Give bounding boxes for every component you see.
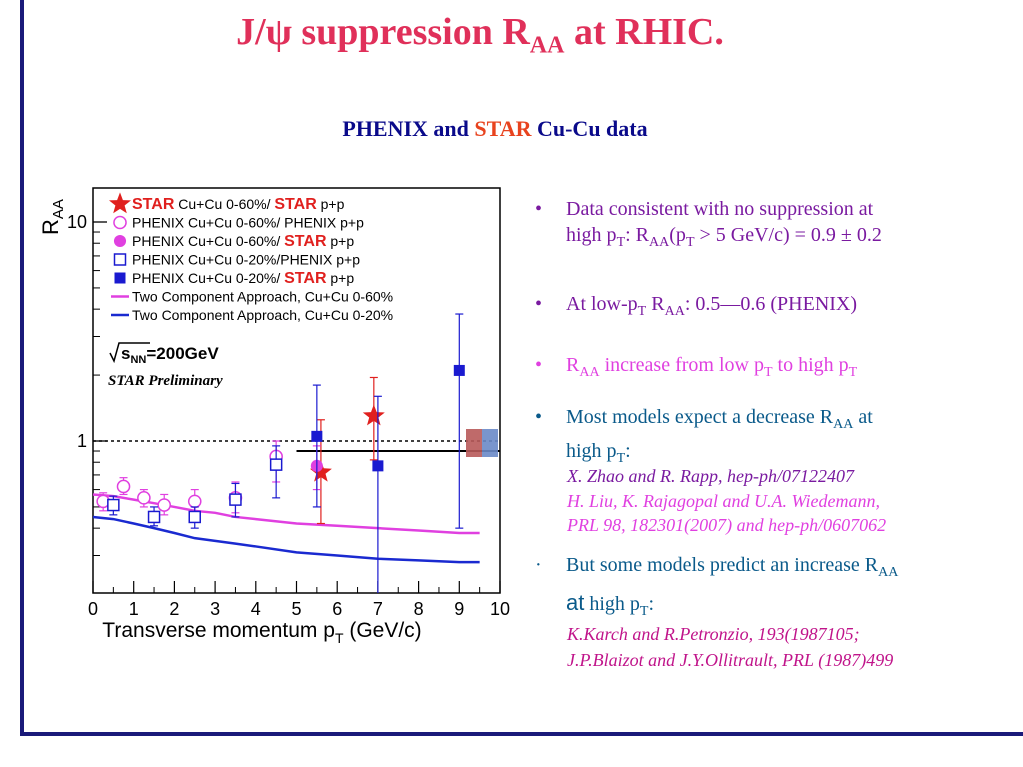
data-point — [362, 404, 385, 426]
data-point — [372, 460, 384, 472]
legend-entry: PHENIX Cu+Cu 0-20%/ STAR p+p — [132, 270, 354, 287]
bullet-4-line-1: Most models expect a decrease RAA at — [566, 406, 873, 432]
systematic-box-star — [466, 429, 482, 457]
legend-star-word: STAR — [132, 196, 175, 213]
bullet-dot: · — [535, 554, 542, 576]
bullet-4-line-2: high pT: — [566, 440, 631, 466]
preliminary-label: STAR Preliminary — [108, 373, 223, 389]
legend-entry: Two Component Approach, Cu+Cu 0-60% — [132, 289, 393, 305]
y-tick-label: 10 — [67, 212, 87, 232]
energy-label: sNN=200GeV — [121, 344, 219, 366]
legend-text: p+p — [317, 196, 345, 212]
legend-entry: PHENIX Cu+Cu 0-60%/ STAR p+p — [132, 233, 354, 250]
bullet-dot: • — [535, 293, 543, 315]
bullet-3-text: RAA increase from low pT to high pT — [566, 354, 858, 380]
data-point — [147, 510, 161, 524]
x-tick-label: 2 — [169, 599, 179, 619]
subtitle-star: STAR — [474, 116, 532, 141]
bullet-1-line-1: Data consistent with no suppression at — [566, 198, 874, 220]
data-point — [229, 493, 242, 506]
bullet-2-text: At low-pT RAA: 0.5—0.6 (PHENIX) — [566, 293, 858, 319]
energy-value: =200GeV — [146, 344, 219, 363]
legend-text: Cu+Cu 0-60%/ — [174, 196, 274, 212]
data-point — [309, 460, 332, 482]
bullet-dot: • — [535, 406, 543, 428]
bullet-dot: • — [535, 198, 543, 220]
data-point — [137, 491, 151, 505]
slide-frame — [20, 0, 1023, 736]
title-subscript: AA — [529, 32, 565, 59]
legend-entry: PHENIX Cu+Cu 0-60%/ PHENIX p+p — [132, 215, 364, 231]
legend-entry: STAR Cu+Cu 0-60%/ STAR p+p — [132, 196, 345, 213]
slide-subtitle: PHENIX and STAR Cu-Cu data — [0, 116, 990, 142]
x-axis-label-main: Transverse momentum p — [102, 619, 335, 642]
data-point — [107, 498, 120, 512]
legend-marker — [113, 215, 127, 230]
energy-sqrt-s: s — [121, 344, 130, 363]
reference-blaizot: J.P.Blaizot and J.Y.Ollitrault, PRL (198… — [567, 650, 894, 670]
title-text: J/ψ suppression R — [236, 11, 530, 53]
legend-entry: Two Component Approach, Cu+Cu 0-20% — [132, 307, 393, 323]
bullet-5-line-1: But some models predict an increase RAA — [566, 554, 899, 580]
data-point — [311, 430, 323, 442]
legend-marker — [113, 234, 127, 248]
legend-entry: PHENIX Cu+Cu 0-20%/PHENIX p+p — [132, 252, 360, 268]
sqrt-symbol — [109, 342, 150, 364]
x-tick-label: 5 — [291, 599, 301, 619]
reference-liu-2: PRL 98, 182301(2007) and hep-ph/0607062 — [567, 515, 887, 535]
y-axis-label-main: R — [38, 219, 63, 235]
x-axis-label: Transverse momentum pT (GeV/c) — [102, 619, 421, 646]
legend-text: PHENIX Cu+Cu 0-20%/ — [132, 270, 284, 286]
reference-zhao-rapp: X. Zhao and R. Rapp, hep-ph/07122407 — [567, 466, 854, 486]
legend-star-word: STAR — [284, 270, 327, 287]
x-tick-label: 3 — [210, 599, 220, 619]
legend-marker — [113, 253, 127, 266]
x-tick-label: 7 — [373, 599, 383, 619]
subtitle-end: Cu-Cu data — [531, 116, 648, 141]
y-axis-label-sub: AA — [50, 199, 67, 219]
data-point — [188, 510, 201, 524]
data-point — [269, 458, 283, 471]
legend-text: p+p — [327, 270, 355, 286]
y-tick-label: 1 — [77, 431, 87, 451]
title-end: at RHIC. — [564, 11, 724, 53]
x-axis-label-end: (GeV/c) — [344, 619, 422, 642]
energy-sub: NN — [130, 354, 146, 366]
y-axis-label: RAA — [38, 199, 67, 235]
x-tick-label: 1 — [129, 599, 139, 619]
legend-text: PHENIX Cu+Cu 0-20%/PHENIX p+p — [132, 252, 360, 268]
reference-karch: K.Karch and R.Petronzio, 193(1987105; — [567, 624, 860, 644]
bullet-5-line-2: at high pT: — [566, 590, 655, 619]
systematic-box-phenix — [482, 429, 498, 457]
x-tick-label: 10 — [490, 599, 510, 619]
data-point — [453, 364, 465, 376]
legend-marker — [109, 192, 131, 214]
legend-text: Two Component Approach, Cu+Cu 0-60% — [132, 289, 393, 305]
data-point — [116, 479, 131, 494]
legend-star-word: STAR — [284, 233, 327, 250]
subtitle-phenix: PHENIX and — [342, 116, 475, 141]
x-tick-label: 9 — [454, 599, 464, 619]
legend-star-word: STAR — [274, 196, 317, 213]
legend-text: PHENIX Cu+Cu 0-60%/ — [132, 233, 284, 249]
x-axis-label-sub: T — [335, 630, 344, 646]
reference-liu: H. Liu, K. Rajagopal and U.A. Wiedemann, — [567, 491, 880, 511]
x-tick-label: 0 — [88, 599, 98, 619]
slide-title: J/ψ suppression RAA at RHIC. — [0, 10, 960, 60]
legend-text: p+p — [327, 233, 355, 249]
data-point — [187, 494, 202, 509]
legend-text: PHENIX Cu+Cu 0-60%/ PHENIX p+p — [132, 215, 364, 231]
bullet-dot: • — [535, 354, 543, 376]
legend-marker — [114, 272, 126, 284]
x-tick-label: 6 — [332, 599, 342, 619]
bullet-1-line-2: high pT: RAA(pT > 5 GeV/c) = 0.9 ± 0.2 — [566, 224, 882, 250]
x-tick-label: 8 — [414, 599, 424, 619]
x-tick-label: 4 — [251, 599, 261, 619]
theory-curve — [92, 515, 480, 564]
legend-text: Two Component Approach, Cu+Cu 0-20% — [132, 307, 393, 323]
data-point — [157, 498, 172, 512]
